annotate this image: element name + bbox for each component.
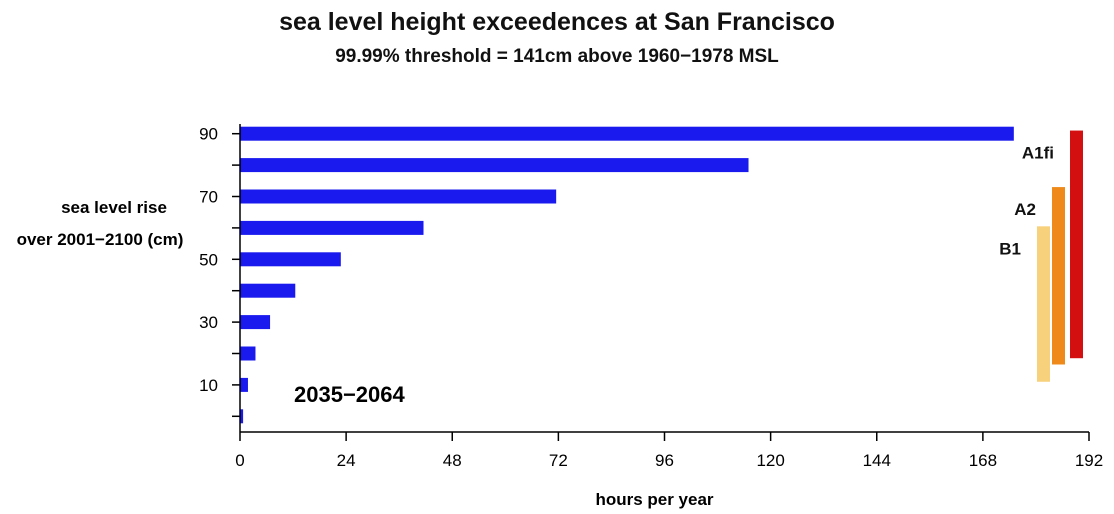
scenario-range-bar: [1052, 187, 1065, 365]
bar: [240, 158, 749, 173]
bar: [240, 126, 1014, 141]
bar: [240, 283, 296, 298]
y-tick-label: 30: [199, 313, 218, 332]
x-tick-label: 24: [337, 451, 356, 470]
bars-group: [240, 126, 1014, 424]
y-ticks: 10 30 50 70 90: [199, 125, 240, 418]
bar: [240, 189, 557, 204]
scenario-label: B1: [999, 239, 1021, 258]
bar: [240, 377, 248, 392]
scenario-label: A2: [1014, 200, 1036, 219]
scenario-ranges: A1fi A2 B1: [999, 130, 1083, 382]
x-tick-label: 168: [969, 451, 997, 470]
scenario-label: A1fi: [1022, 144, 1054, 163]
chart-subtitle: 99.99% threshold = 141cm above 1960−1978…: [335, 46, 779, 67]
x-tick-label: 96: [655, 451, 674, 470]
bar: [240, 409, 244, 424]
y-axis-label-line2: over 2001−2100 (cm): [17, 230, 184, 249]
chart-title: sea level height exceedences at San Fran…: [279, 8, 835, 36]
x-tick-label: 0: [235, 451, 244, 470]
scenario-range-bar: [1070, 130, 1083, 359]
x-tick-label: 192: [1075, 451, 1103, 470]
bar: [240, 220, 424, 235]
y-tick-label: 90: [199, 125, 218, 144]
x-tick-label: 72: [549, 451, 568, 470]
y-tick-label: 70: [199, 188, 218, 207]
bar: [240, 346, 256, 361]
x-ticks: 0 24 48 72 96 120 144 168 192: [235, 432, 1103, 470]
x-tick-label: 48: [443, 451, 462, 470]
y-tick-label: 10: [199, 376, 218, 395]
bar: [240, 315, 271, 330]
period-label: 2035−2064: [294, 382, 405, 407]
x-tick-label: 144: [863, 451, 891, 470]
y-axis-label-line1: sea level rise: [61, 198, 167, 217]
y-tick-label: 50: [199, 250, 218, 269]
bar: [240, 252, 341, 267]
x-axis-label: hours per year: [595, 490, 713, 509]
scenario-range-bar: [1037, 226, 1050, 382]
x-tick-label: 120: [756, 451, 784, 470]
